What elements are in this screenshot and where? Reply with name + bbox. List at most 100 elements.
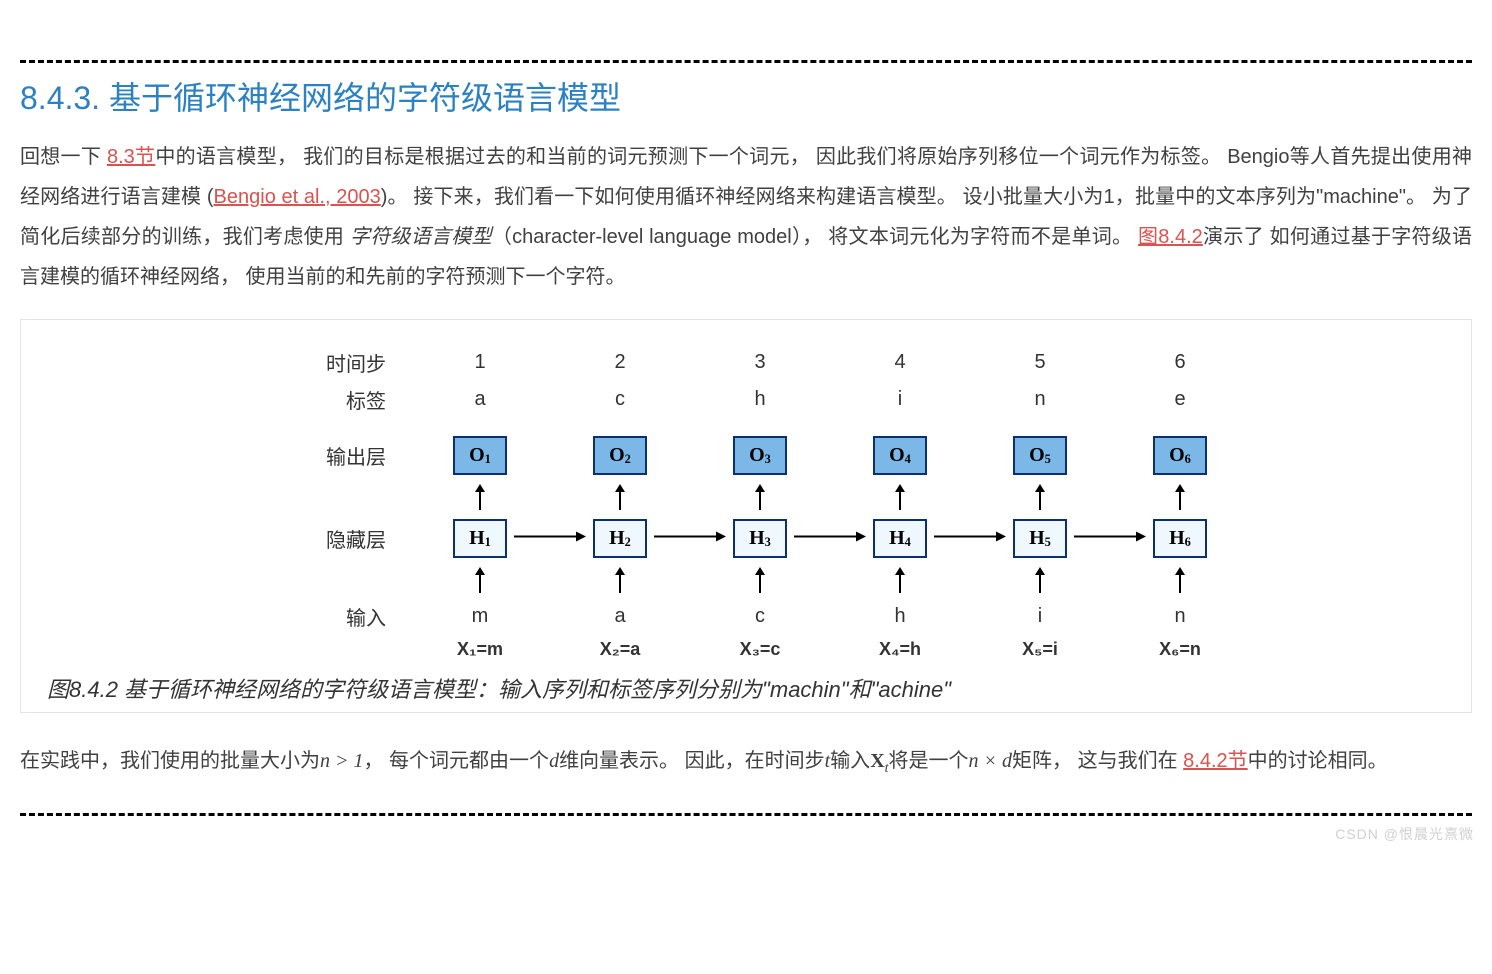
arrow-h-to-o-1 <box>410 483 550 511</box>
xline-4: X₄=h <box>830 639 970 660</box>
paragraph-2: 在实践中，我们使用的批量大小为n > 1， 每个词元都由一个d维向量表示。 因此… <box>20 741 1472 783</box>
output-node-1: O1 <box>453 436 507 475</box>
figure-number: 图8.4.2 <box>47 677 118 702</box>
output-cell-6: O6 <box>1110 436 1250 475</box>
arrow-up-icon <box>893 484 907 510</box>
row-hidden: 隐藏层 H1H2H3H4H5H6 <box>266 519 1226 558</box>
hidden-node-5: H5 <box>1013 519 1067 558</box>
arrow-up-icon <box>753 484 767 510</box>
arrow-up-icon <box>893 567 907 593</box>
p1-text: 回想一下 <box>20 146 107 168</box>
dashed-rule-bottom <box>20 813 1472 816</box>
p2-t6: 矩阵， 这与我们在 <box>1012 750 1183 772</box>
tag-4: i <box>830 388 970 411</box>
tag-1: a <box>410 388 550 411</box>
link-8-4-2[interactable]: 8.4.2节 <box>1183 750 1247 772</box>
arrow-h-to-o-5 <box>970 483 1110 511</box>
p2-m2: d <box>549 750 559 772</box>
input-2: a <box>550 605 690 628</box>
arrow-up-icon <box>753 567 767 593</box>
row-input: 输入 machin <box>266 602 1226 631</box>
xline-1: X₁=m <box>410 639 550 660</box>
output-node-3: O3 <box>733 436 787 475</box>
timestep-5: 5 <box>970 351 1110 374</box>
xline-5: X₅=i <box>970 639 1110 660</box>
link-bengio[interactable]: Bengio et al., 2003 <box>214 186 381 208</box>
p2-m5: n × d <box>969 750 1013 772</box>
arrow-right-icon <box>514 529 586 543</box>
output-cell-4: O4 <box>830 436 970 475</box>
row-xline: X₁=mX₂=aX₃=cX₄=hX₅=iX₆=n <box>266 639 1226 660</box>
figure-caption-text: 基于循环神经网络的字符级语言模型：输入序列和标签序列分别为"machin"和"a… <box>118 677 951 702</box>
figure-caption: 图8.4.2 基于循环神经网络的字符级语言模型：输入序列和标签序列分别为"mac… <box>39 670 1453 704</box>
arrow-h-to-o-3 <box>690 483 830 511</box>
output-node-5: O5 <box>1013 436 1067 475</box>
label-hidden: 隐藏层 <box>266 524 410 553</box>
p2-t2: ， 每个词元都由一个 <box>364 750 550 772</box>
arrow-x-to-h-3 <box>690 566 830 594</box>
arrow-x-to-h-5 <box>970 566 1110 594</box>
arrow-h-to-o-2 <box>550 483 690 511</box>
hidden-edge-3-4 <box>794 529 866 548</box>
p2-t3: 维向量表示。 因此，在时间步 <box>559 750 825 772</box>
dashed-rule-top <box>20 60 1472 63</box>
hidden-edge-5-6 <box>1074 529 1146 548</box>
p2-t7: 中的讨论相同。 <box>1248 750 1388 772</box>
input-5: i <box>970 605 1110 628</box>
tag-2: c <box>550 388 690 411</box>
p2-t5: 将是一个 <box>889 750 969 772</box>
timestep-1: 1 <box>410 351 550 374</box>
arrow-right-icon <box>654 529 726 543</box>
output-node-6: O6 <box>1153 436 1207 475</box>
timestep-2: 2 <box>550 351 690 374</box>
row-timestep: 时间步 123456 <box>266 348 1226 377</box>
output-cell-3: O3 <box>690 436 830 475</box>
arrow-x-to-h-6 <box>1110 566 1250 594</box>
rnn-diagram: 时间步 123456 标签 achine 输出层 O1 O2 O3 O4 O5 O6 <box>266 348 1226 660</box>
link-8-3[interactable]: 8.3节 <box>107 146 155 168</box>
arrow-right-icon <box>794 529 866 543</box>
row-arrows-h-o <box>266 483 1226 511</box>
arrow-h-to-o-4 <box>830 483 970 511</box>
arrow-x-to-h-2 <box>550 566 690 594</box>
output-node-2: O2 <box>593 436 647 475</box>
output-cell-1: O1 <box>410 436 550 475</box>
xline-3: X₃=c <box>690 639 830 660</box>
arrow-up-icon <box>613 567 627 593</box>
xline-2: X₂=a <box>550 639 690 660</box>
arrow-right-icon <box>1074 529 1146 543</box>
arrow-up-icon <box>1033 484 1047 510</box>
p2-t4: 输入 <box>830 750 870 772</box>
hidden-node-1: H1 <box>453 519 507 558</box>
arrow-up-icon <box>1173 567 1187 593</box>
timestep-4: 4 <box>830 351 970 374</box>
timestep-3: 3 <box>690 351 830 374</box>
timestep-6: 6 <box>1110 351 1250 374</box>
arrow-up-icon <box>1033 567 1047 593</box>
label-output: 输出层 <box>266 441 410 470</box>
link-fig-842[interactable]: 图8.4.2 <box>1138 226 1203 248</box>
arrow-up-icon <box>473 567 487 593</box>
arrow-up-icon <box>473 484 487 510</box>
input-4: h <box>830 605 970 628</box>
hidden-edge-4-5 <box>934 529 1006 548</box>
label-timestep: 时间步 <box>266 348 410 377</box>
hidden-edge-1-2 <box>514 529 586 548</box>
arrow-right-icon <box>934 529 1006 543</box>
tag-6: e <box>1110 388 1250 411</box>
label-tag: 标签 <box>266 385 410 414</box>
paragraph-1: 回想一下 8.3节中的语言模型， 我们的目标是根据过去的和当前的词元预测下一个词… <box>20 137 1472 297</box>
output-node-4: O4 <box>873 436 927 475</box>
watermark: CSDN @恨晨光熹微 <box>1335 824 1474 844</box>
arrow-up-icon <box>613 484 627 510</box>
p2-m1: n > 1 <box>320 750 364 772</box>
row-arrows-x-h <box>266 566 1226 594</box>
arrow-h-to-o-6 <box>1110 483 1250 511</box>
arrow-up-icon <box>1173 484 1187 510</box>
row-tag: 标签 achine <box>266 385 1226 414</box>
arrow-x-to-h-4 <box>830 566 970 594</box>
input-6: n <box>1110 605 1250 628</box>
hidden-node-4: H4 <box>873 519 927 558</box>
section-heading: 8.4.3. 基于循环神经网络的字符级语言模型 <box>20 73 1472 119</box>
output-cell-5: O5 <box>970 436 1110 475</box>
